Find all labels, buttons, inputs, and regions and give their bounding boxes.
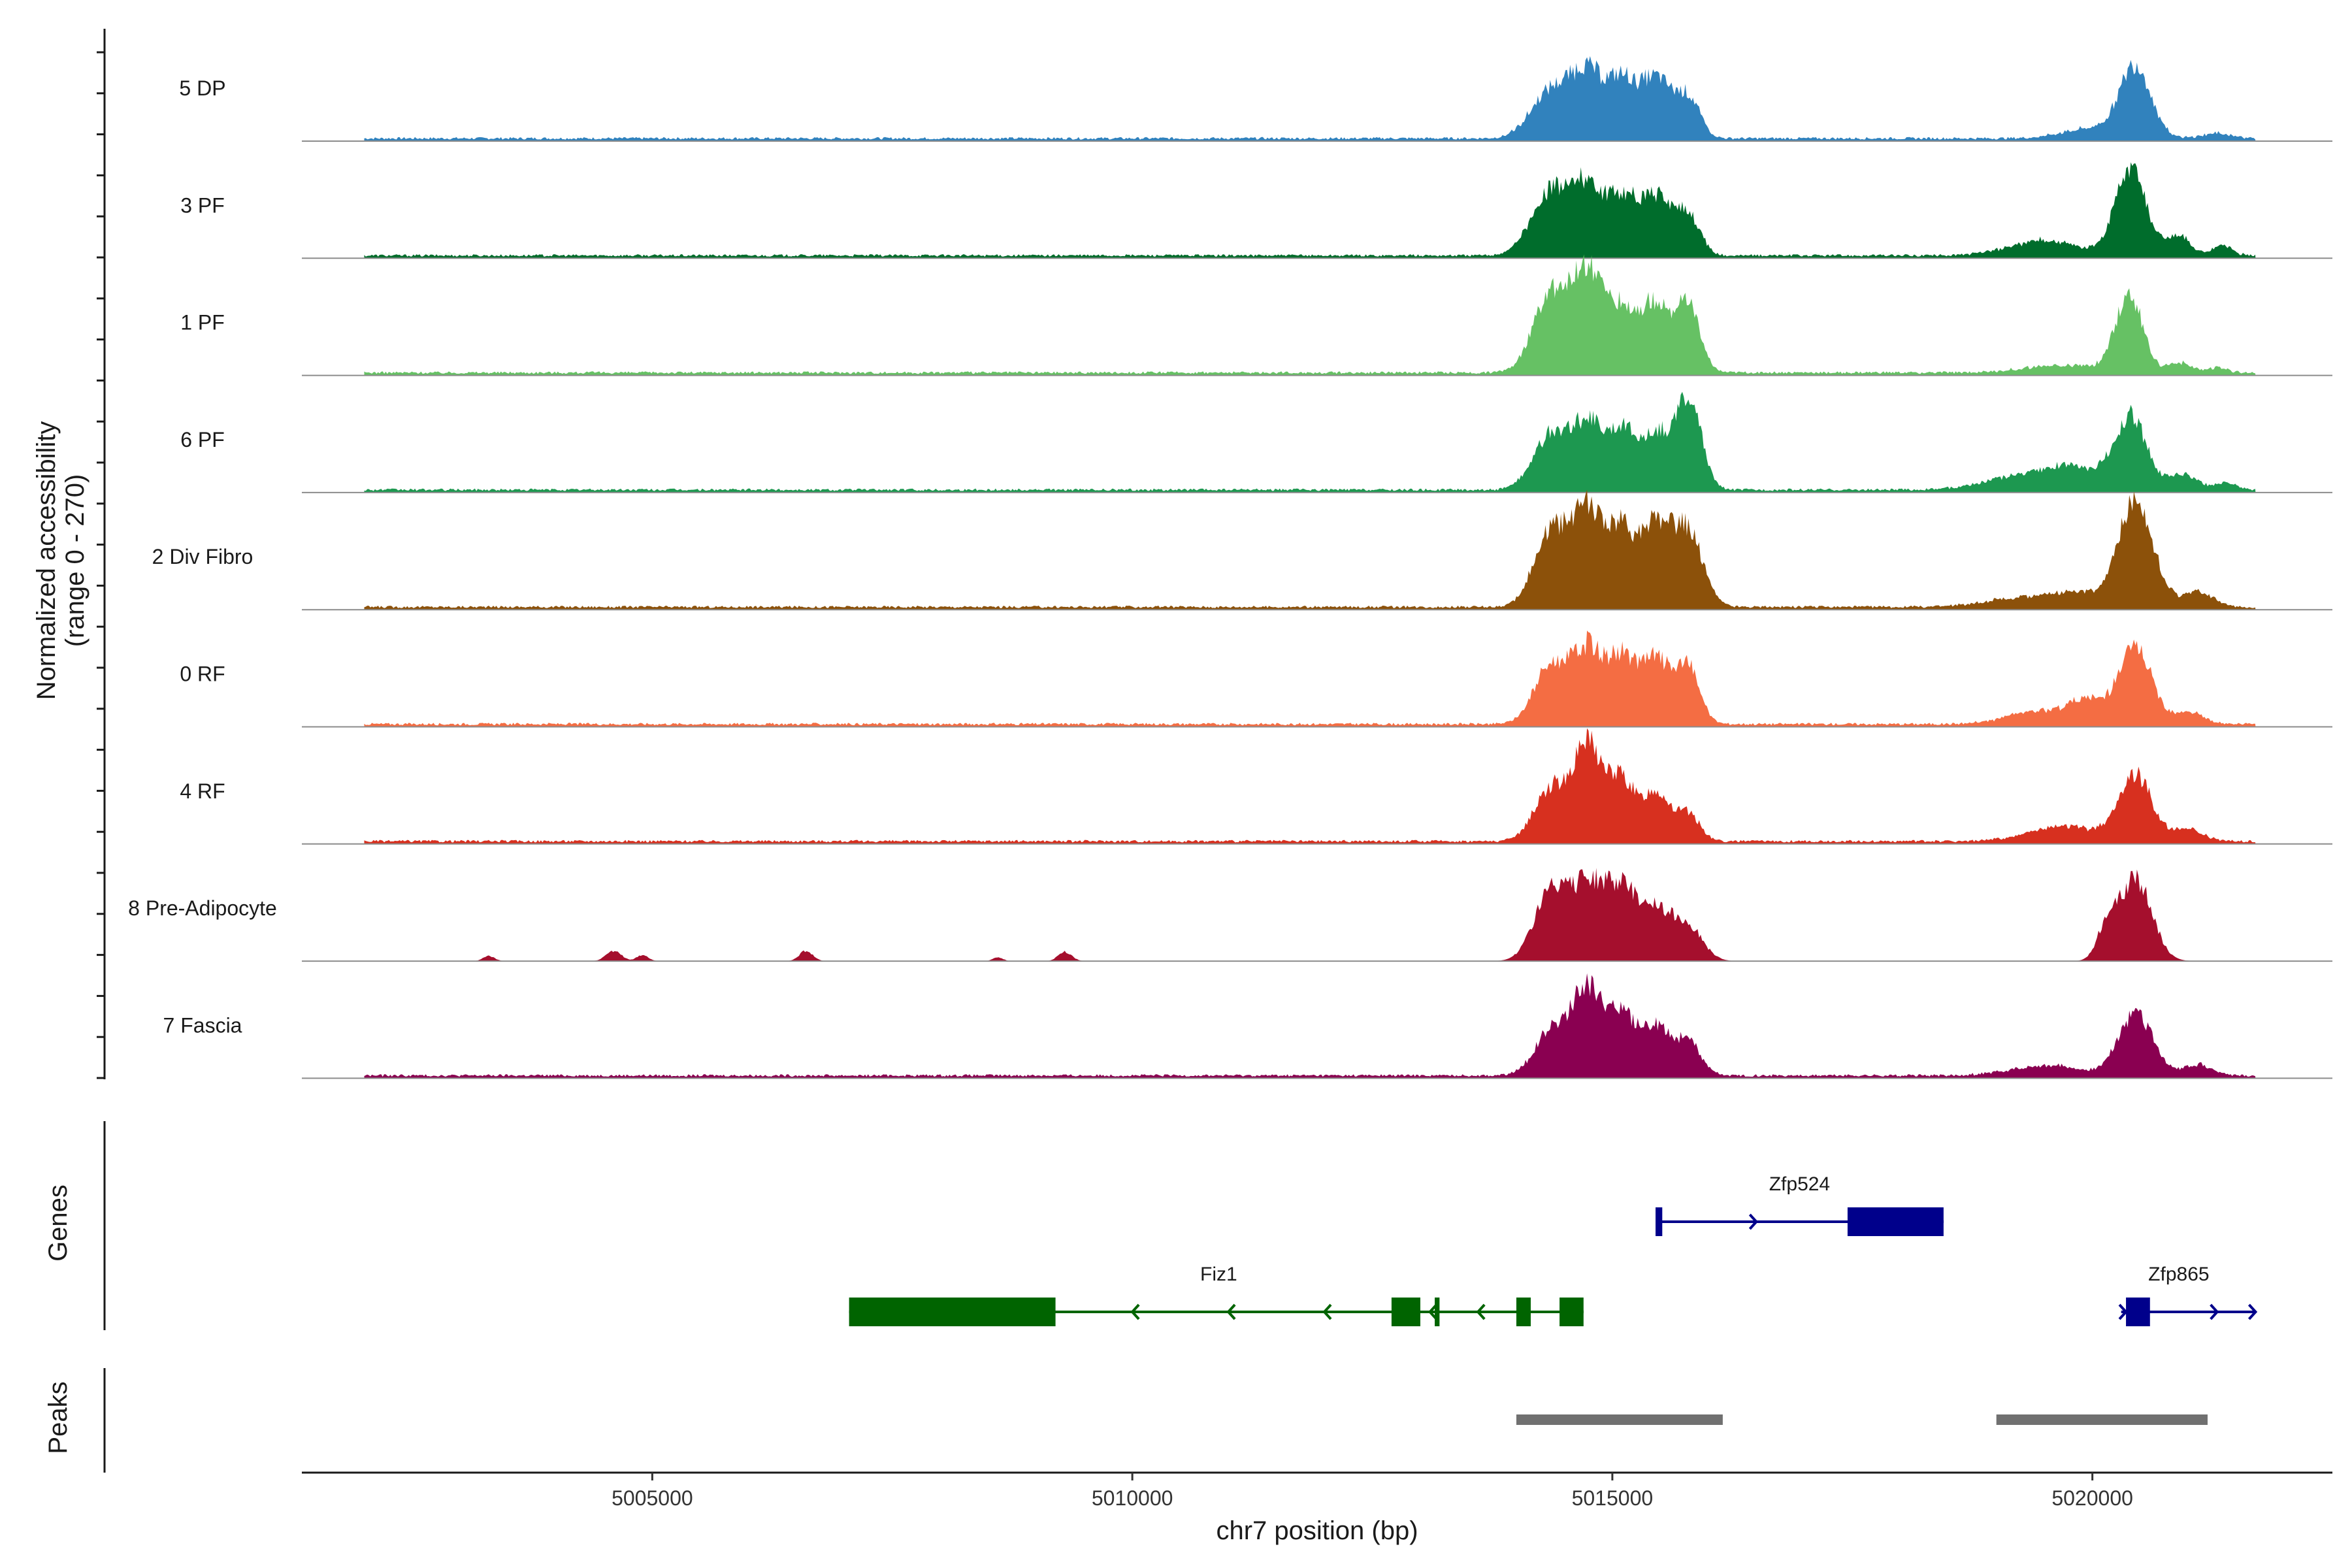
track-1-pf: 1 PF xyxy=(180,254,2332,376)
strand-arrow xyxy=(2118,1303,2128,1320)
track-3-pf: 3 PF xyxy=(180,162,2332,259)
strand-arrow xyxy=(1428,1303,1438,1320)
strand-arrow xyxy=(1476,1303,1486,1320)
gene-exon xyxy=(1391,1298,1420,1326)
coverage-area xyxy=(364,56,2256,142)
gene-zfp865: Zfp865 xyxy=(2118,1264,2258,1326)
y-axis-title: Normalized accessibility xyxy=(32,421,61,700)
strand-arrow xyxy=(1130,1303,1140,1320)
gene-exon xyxy=(1656,1207,1663,1236)
gene-fiz1: Fiz1 xyxy=(849,1264,1584,1326)
x-tick-label: 5020000 xyxy=(2051,1486,2133,1510)
x-tick-label: 5005000 xyxy=(612,1486,693,1510)
gene-label: Zfp865 xyxy=(2148,1264,2209,1285)
gene-label: Fiz1 xyxy=(1200,1264,1237,1285)
x-tick-label: 5015000 xyxy=(1572,1486,1654,1510)
track-label: 6 PF xyxy=(180,428,225,451)
coverage-area xyxy=(364,391,2256,493)
strand-arrow xyxy=(1748,1213,1759,1230)
peak-region xyxy=(1996,1414,2208,1425)
track-7-fascia: 7 Fascia xyxy=(163,973,2332,1079)
strand-arrow xyxy=(1226,1303,1236,1320)
strand-arrow xyxy=(2247,1303,2258,1320)
gene-annotation-track: Zfp524 Fiz1 Zfp865 xyxy=(103,1121,2258,1330)
gene-exon xyxy=(2126,1298,2150,1326)
track-label: 7 Fascia xyxy=(163,1013,242,1037)
strand-arrow xyxy=(2210,1303,2219,1320)
peak-region xyxy=(1516,1414,1723,1425)
x-axis: 5005000 5010000 5015000 5020000 xyxy=(302,1471,2332,1510)
x-tick-label: 5010000 xyxy=(1092,1486,1173,1510)
coverage-area xyxy=(364,162,2256,259)
track-0-rf: 0 RF xyxy=(180,630,2332,728)
track-label: 0 RF xyxy=(180,662,225,686)
gene-label: Zfp524 xyxy=(1769,1173,1830,1195)
gene-exon xyxy=(1847,1207,1944,1236)
track-label: 5 DP xyxy=(179,76,225,100)
strand-arrow xyxy=(1322,1303,1332,1320)
track-label: 4 RF xyxy=(180,779,225,803)
coverage-area xyxy=(364,489,2256,610)
coverage-area xyxy=(364,728,2256,844)
gene-exon xyxy=(1516,1298,1531,1326)
gene-exon xyxy=(1435,1298,1440,1326)
coverage-area xyxy=(364,254,2256,376)
track-2-div-fibro: 2 Div Fibro xyxy=(152,489,2332,611)
track-label: 1 PF xyxy=(180,311,225,335)
gene-exon xyxy=(849,1298,1056,1326)
track-6-pf: 6 PF xyxy=(180,391,2332,493)
track-5-dp: 5 DP xyxy=(179,56,2332,142)
track-4-rf: 4 RF xyxy=(180,728,2332,845)
track-label: 2 Div Fibro xyxy=(152,545,253,568)
coverage-area xyxy=(364,868,2256,962)
coverage-area xyxy=(364,973,2256,1079)
peaks-track xyxy=(103,1368,2208,1473)
x-axis-title: chr7 position (bp) xyxy=(1216,1516,1418,1545)
track-label: 3 PF xyxy=(180,193,225,217)
genes-panel-label: Genes xyxy=(44,1184,73,1262)
track-8-pre-adipocyte: 8 Pre-Adipocyte xyxy=(128,868,2332,962)
gene-zfp524: Zfp524 xyxy=(1656,1173,1944,1236)
y-axis-range-label: (range 0 - 270) xyxy=(61,474,90,647)
peaks-panel-label: Peaks xyxy=(44,1381,73,1454)
coverage-tracks: 5 DP 3 PF 1 PF 6 PF 2 Div Fibro 0 RF 4 RF 8 Pre… xyxy=(97,29,2332,1079)
coverage-area xyxy=(364,630,2256,727)
track-label: 8 Pre-Adipocyte xyxy=(128,896,277,920)
gene-exon xyxy=(1560,1298,1584,1326)
